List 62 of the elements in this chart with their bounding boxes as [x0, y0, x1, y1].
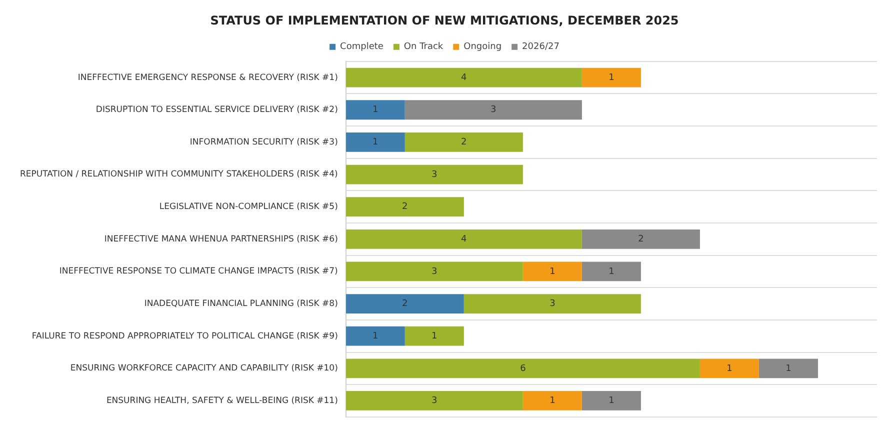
data-label: 1 [372, 138, 378, 148]
bar [522, 262, 582, 282]
data-label: 6 [520, 364, 526, 374]
legend-label: Complete [340, 42, 384, 52]
data-label: 1 [372, 331, 378, 342]
y-tick-label: ENSURING HEALTH, SAFETY & WELL-BEING (RISK #11) [106, 396, 338, 406]
data-label: 3 [490, 105, 496, 116]
bar [346, 100, 405, 120]
data-label: 1 [608, 72, 614, 83]
bar [582, 262, 641, 282]
bar [700, 358, 759, 378]
y-tick-label: LEGISLATIVE NON-COMPLIANCE (RISK #5) [159, 202, 338, 212]
bar [346, 326, 405, 346]
bar [346, 358, 700, 378]
bar [758, 358, 818, 378]
y-tick-label: INADEQUATE FINANCIAL PLANNING (RISK #8) [144, 298, 338, 309]
bar [346, 294, 464, 314]
bar [404, 132, 523, 152]
y-tick-label: REPUTATION / RELATIONSHIP WITH COMMUNITY STAKEHOLDERS (RISK #4) [20, 170, 338, 180]
y-tick-label: INFORMATION SECURITY (RISK #3) [190, 137, 338, 148]
bar [582, 229, 700, 249]
bar [582, 391, 641, 410]
y-tick-label: INEFFECTIVE EMERGENCY RESPONSE & RECOVERY (RISK #1) [78, 72, 338, 83]
bar [404, 100, 582, 120]
data-label: 1 [372, 105, 378, 116]
data-label: 1 [786, 364, 792, 374]
data-label: 2 [402, 202, 408, 212]
data-label: 1 [726, 364, 732, 374]
data-label: 3 [432, 396, 438, 406]
data-label: 4 [461, 234, 468, 244]
legend-label: Ongoing [464, 42, 502, 52]
data-label: 2 [402, 299, 408, 310]
bar [346, 391, 523, 410]
data-label: 4 [461, 72, 468, 83]
data-label: 1 [608, 266, 614, 277]
data-label: 2 [461, 138, 467, 148]
data-label: 3 [550, 299, 556, 310]
y-tick-label: DISRUPTION TO ESSENTIAL SERVICE DELIVERY (RISK #2) [96, 105, 338, 116]
data-label: 3 [432, 170, 438, 180]
data-label: 1 [608, 396, 614, 406]
bar [522, 391, 582, 410]
bar [464, 294, 641, 314]
y-tick-label: FAILURE TO RESPOND APPROPRIATELY TO POLITICAL CHANGE (RISK #9) [32, 331, 338, 342]
bar [346, 262, 523, 282]
data-label: 3 [432, 266, 438, 277]
bar [346, 197, 464, 217]
data-label: 1 [432, 331, 438, 342]
bar [346, 132, 405, 152]
y-tick-label: INEFFECTIVE MANA WHENUA PARTNERSHIPS (RISK #6) [104, 234, 338, 244]
bar [582, 68, 641, 88]
y-tick-label: INEFFECTIVE RESPONSE TO CLIMATE CHANGE IMPACTS (RISK #7) [59, 266, 338, 277]
y-tick-label: ENSURING WORKFORCE CAPACITY AND CAPABILITY (RISK #10) [70, 364, 338, 374]
legend-label: 2026/27 [522, 42, 560, 52]
chart-title: STATUS OF IMPLEMENTATION OF NEW MITIGATIONS, DECEMBER 2025 [210, 13, 679, 28]
bar [346, 229, 582, 249]
data-label: 1 [550, 396, 556, 406]
bar [404, 326, 464, 346]
data-label: 2 [638, 234, 644, 244]
bar [346, 164, 523, 184]
bar [346, 68, 582, 88]
data-label: 1 [550, 266, 556, 277]
legend-label: On Track [404, 42, 444, 52]
